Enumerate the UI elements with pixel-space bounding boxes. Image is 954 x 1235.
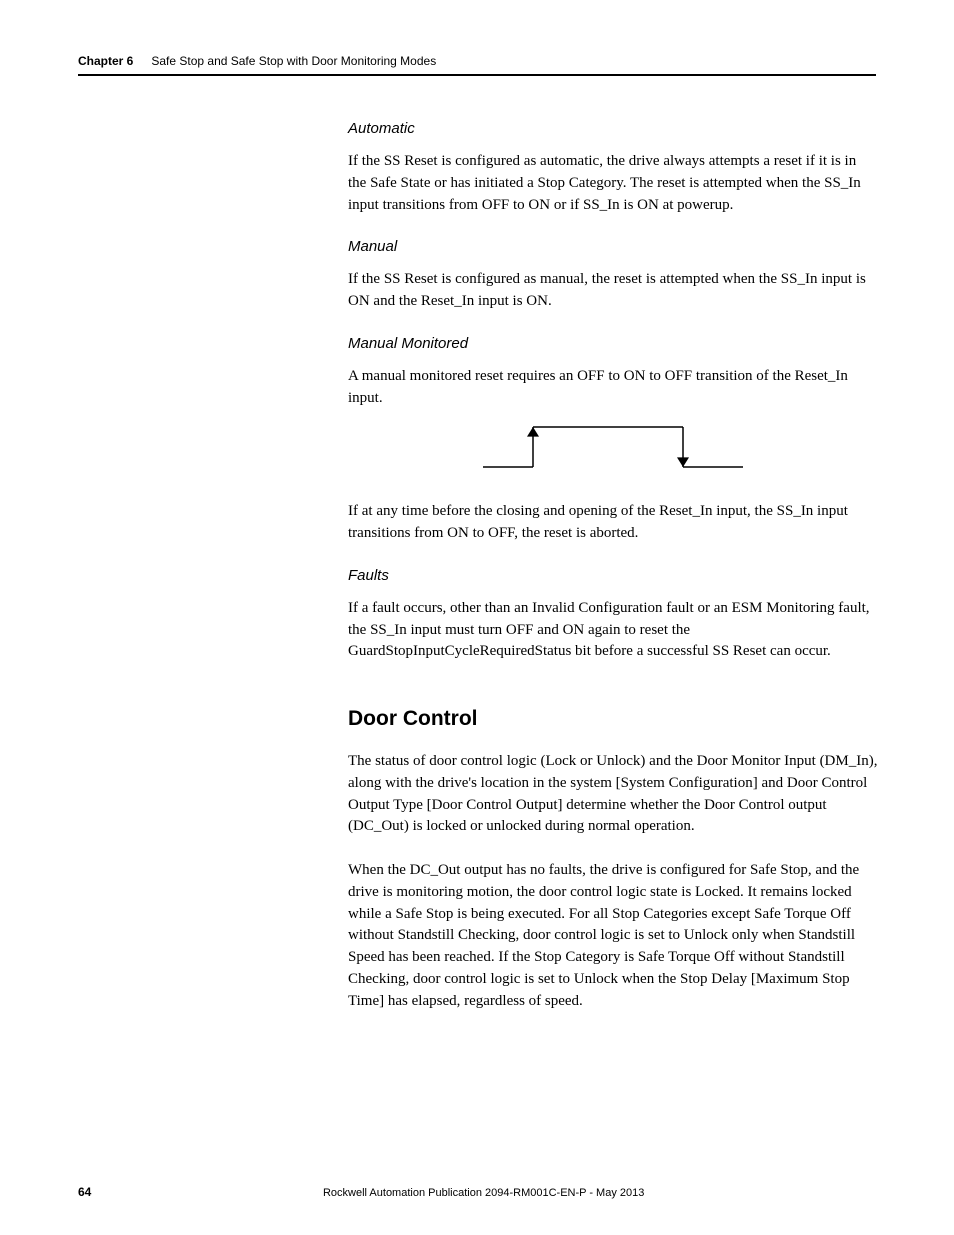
page-header: Chapter 6 Safe Stop and Safe Stop with D… (78, 54, 876, 68)
subhead-automatic: Automatic (348, 120, 878, 137)
page-number: 64 (78, 1185, 91, 1199)
page-footer: 64 Rockwell Automation Publication 2094-… (78, 1185, 876, 1199)
para-automatic: If the SS Reset is configured as automat… (348, 151, 878, 216)
pulse-diagram-svg (483, 419, 743, 475)
para-manual: If the SS Reset is configured as manual,… (348, 269, 878, 313)
timing-diagram (348, 419, 878, 475)
para-manual-monitored-2: If at any time before the closing and op… (348, 501, 878, 545)
main-content: Automatic If the SS Reset is configured … (348, 120, 878, 1012)
subhead-faults: Faults (348, 567, 878, 584)
para-faults: If a fault occurs, other than an Invalid… (348, 598, 878, 663)
para-manual-monitored-1: A manual monitored reset requires an OFF… (348, 366, 878, 410)
subhead-manual: Manual (348, 238, 878, 255)
subhead-manual-monitored: Manual Monitored (348, 335, 878, 352)
para-door-control-2: When the DC_Out output has no faults, th… (348, 860, 878, 1012)
header-rule (78, 74, 876, 76)
chapter-title: Safe Stop and Safe Stop with Door Monito… (151, 54, 436, 68)
chapter-label: Chapter 6 (78, 54, 133, 68)
heading-door-control: Door Control (348, 707, 878, 731)
para-door-control-1: The status of door control logic (Lock o… (348, 751, 878, 838)
footer-publication: Rockwell Automation Publication 2094-RM0… (323, 1187, 644, 1199)
